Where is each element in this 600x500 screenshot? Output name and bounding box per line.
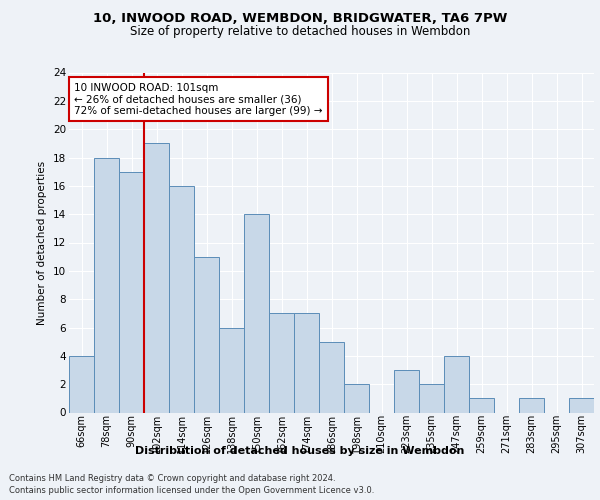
Bar [94,158,119,412]
Bar [119,172,144,412]
Bar [419,384,444,412]
Bar [294,314,319,412]
Bar [569,398,594,412]
Text: Contains public sector information licensed under the Open Government Licence v3: Contains public sector information licen… [9,486,374,495]
Text: 10 INWOOD ROAD: 101sqm
← 26% of detached houses are smaller (36)
72% of semi-det: 10 INWOOD ROAD: 101sqm ← 26% of detached… [74,82,323,116]
Bar [444,356,469,412]
Bar [519,398,544,412]
Text: 10, INWOOD ROAD, WEMBDON, BRIDGWATER, TA6 7PW: 10, INWOOD ROAD, WEMBDON, BRIDGWATER, TA… [93,12,507,26]
Bar [319,342,344,412]
Bar [194,256,219,412]
Bar [244,214,269,412]
Text: Size of property relative to detached houses in Wembdon: Size of property relative to detached ho… [130,25,470,38]
Bar [394,370,419,412]
Bar [469,398,494,412]
Bar [219,328,244,412]
Bar [169,186,194,412]
Y-axis label: Number of detached properties: Number of detached properties [37,160,47,324]
Bar [69,356,94,412]
Bar [344,384,369,412]
Bar [144,144,169,412]
Text: Distribution of detached houses by size in Wembdon: Distribution of detached houses by size … [136,446,464,456]
Bar [269,314,294,412]
Text: Contains HM Land Registry data © Crown copyright and database right 2024.: Contains HM Land Registry data © Crown c… [9,474,335,483]
